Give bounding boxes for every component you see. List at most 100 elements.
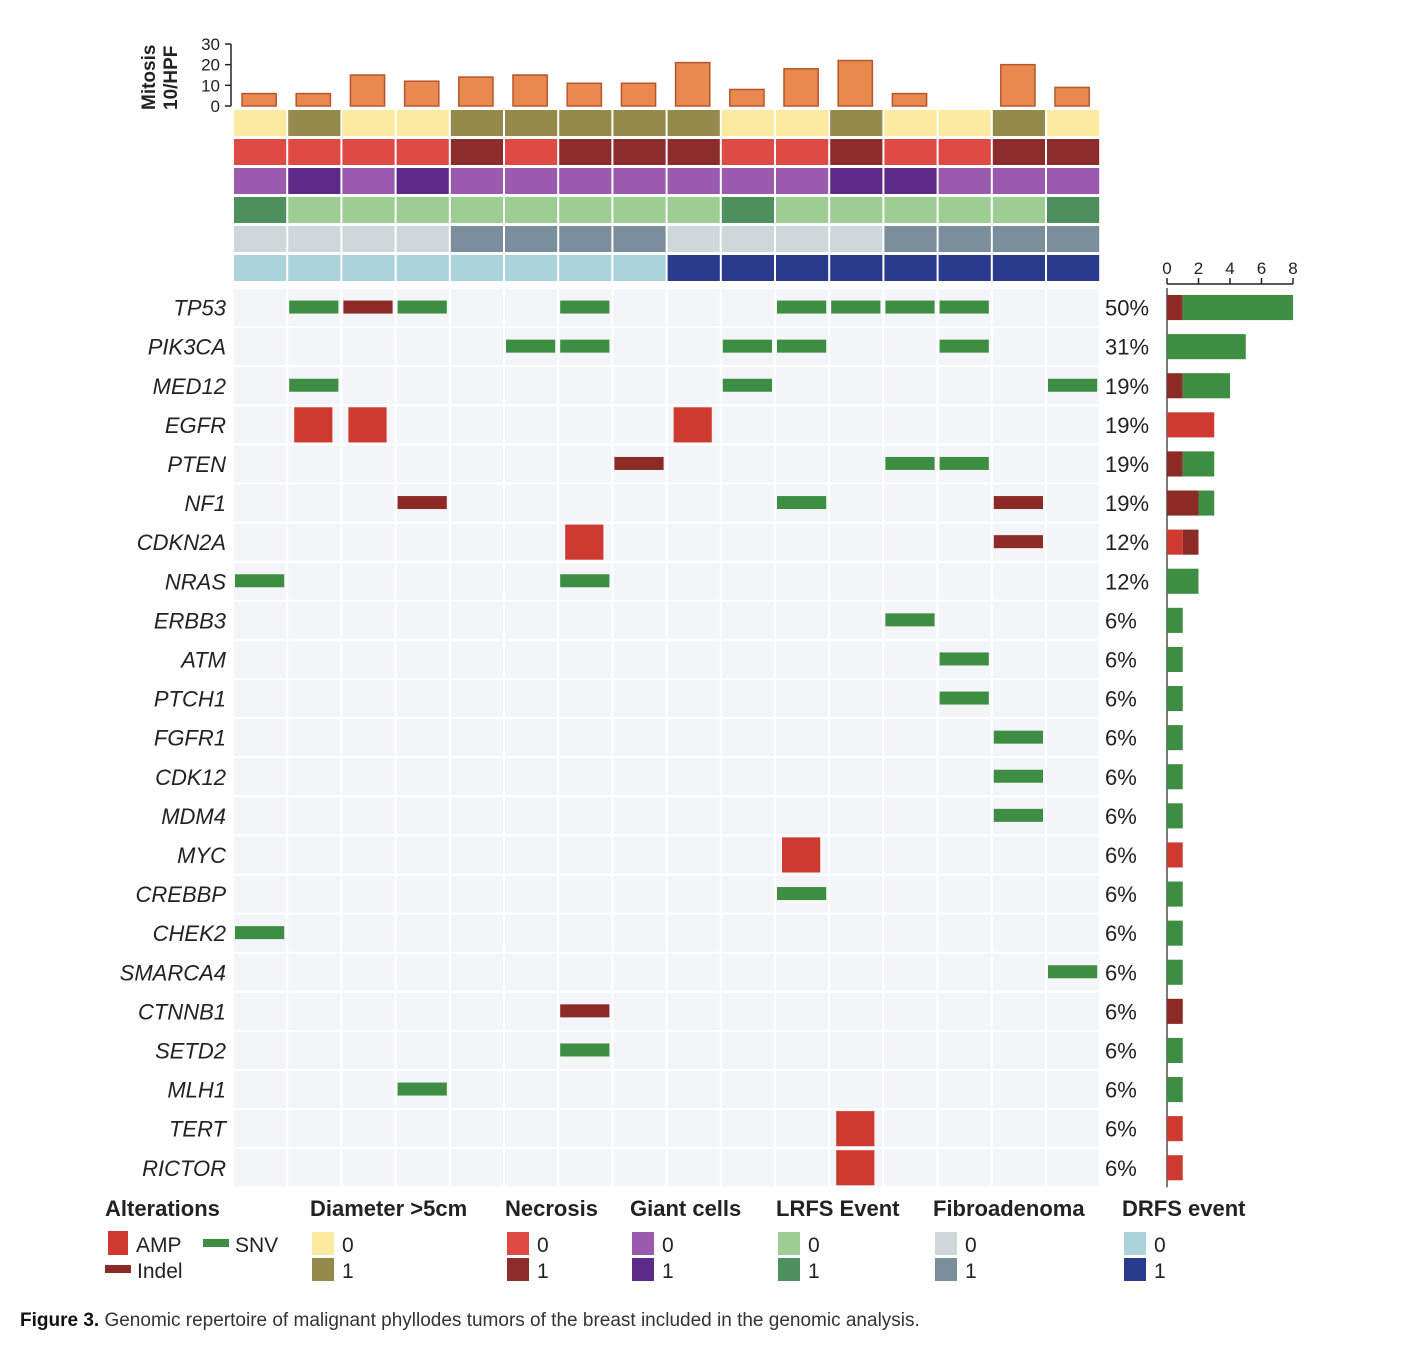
annotation-cell-fibroadenoma bbox=[234, 226, 287, 252]
grid-cell bbox=[505, 953, 558, 991]
grid-cell bbox=[396, 445, 449, 483]
mitosis-bar bbox=[729, 88, 765, 107]
annotation-cell-fibroadenoma bbox=[1047, 226, 1100, 252]
annotation-cell-lrfs bbox=[234, 197, 287, 223]
amp-mark bbox=[348, 407, 387, 443]
grid-cell bbox=[830, 797, 883, 835]
annotation-cell-diameter bbox=[721, 110, 774, 136]
gene-percentage: 6% bbox=[1105, 804, 1137, 829]
grid-cell bbox=[613, 758, 666, 796]
grid-cell bbox=[776, 758, 829, 796]
gene-percentage: 6% bbox=[1105, 960, 1137, 985]
grid-cell bbox=[667, 601, 720, 639]
grid-cell bbox=[559, 836, 612, 874]
grid-cell bbox=[938, 953, 991, 991]
grid-cell bbox=[234, 1071, 287, 1109]
grid-cell bbox=[938, 836, 991, 874]
legend-swatch-giant bbox=[632, 1232, 654, 1255]
count-bar-indel bbox=[1167, 451, 1183, 477]
grid-cell bbox=[992, 1149, 1045, 1187]
grid-cell bbox=[830, 680, 883, 718]
gene-percentage: 6% bbox=[1105, 1038, 1137, 1063]
annotation-cell-giant bbox=[776, 168, 829, 194]
grid-cell bbox=[450, 992, 503, 1030]
grid-cell bbox=[559, 601, 612, 639]
grid-cell bbox=[559, 1110, 612, 1148]
snv-mark bbox=[289, 378, 339, 392]
grid-cell bbox=[667, 992, 720, 1030]
indel-mark bbox=[993, 535, 1043, 549]
gene-label: CREBBP bbox=[136, 882, 227, 907]
annotation-cell-lrfs bbox=[1047, 197, 1100, 223]
grid-cell bbox=[1047, 914, 1100, 952]
mitosis-tick-label: 0 bbox=[211, 97, 220, 116]
grid-cell bbox=[667, 328, 720, 366]
grid-cell bbox=[450, 797, 503, 835]
caption-label: Figure 3. bbox=[20, 1310, 100, 1331]
grid-cell bbox=[559, 367, 612, 405]
grid-cell bbox=[234, 875, 287, 913]
gene-label: CDK12 bbox=[155, 765, 226, 790]
gene-percentage: 19% bbox=[1105, 491, 1149, 516]
annotation-cell-diameter bbox=[234, 110, 287, 136]
gene-percentage: 6% bbox=[1105, 1078, 1137, 1103]
legend-label-giant: 1 bbox=[662, 1260, 674, 1283]
legend-label-fibroadenoma: 0 bbox=[965, 1234, 977, 1257]
grid-cell bbox=[559, 953, 612, 991]
grid-cell bbox=[613, 1110, 666, 1148]
mitosis-bar bbox=[674, 61, 711, 107]
annotation-cell-necrosis bbox=[342, 139, 395, 165]
legend-swatch-diameter bbox=[312, 1258, 334, 1281]
grid-cell bbox=[776, 1071, 829, 1109]
grid-cell bbox=[667, 680, 720, 718]
snv-mark bbox=[506, 339, 556, 353]
annotation-cell-diameter bbox=[450, 110, 503, 136]
grid-cell bbox=[450, 1149, 503, 1187]
grid-cell bbox=[830, 1031, 883, 1069]
legend-title-giant: Giant cells bbox=[630, 1196, 741, 1221]
snv-mark bbox=[939, 339, 989, 353]
gene-percentage: 6% bbox=[1105, 608, 1137, 633]
count-bar-indel bbox=[1167, 295, 1183, 321]
annotation-cell-necrosis bbox=[776, 139, 829, 165]
legend-label-giant: 0 bbox=[662, 1234, 674, 1257]
grid-cell bbox=[776, 953, 829, 991]
annotation-cell-necrosis bbox=[1047, 139, 1100, 165]
grid-cell bbox=[884, 953, 937, 991]
grid-cell bbox=[450, 1110, 503, 1148]
grid-cell bbox=[288, 875, 341, 913]
annotation-cell-diameter bbox=[505, 110, 558, 136]
indel-mark bbox=[993, 496, 1043, 510]
annotation-cell-lrfs bbox=[884, 197, 937, 223]
grid-cell bbox=[884, 1110, 937, 1148]
grid-cell bbox=[559, 445, 612, 483]
snv-mark bbox=[993, 769, 1043, 783]
snv-mark bbox=[777, 496, 827, 510]
grid-cell bbox=[505, 484, 558, 522]
grid-cell bbox=[938, 1110, 991, 1148]
mitosis-bar bbox=[241, 92, 277, 107]
grid-cell bbox=[342, 445, 395, 483]
grid-cell bbox=[667, 1110, 720, 1148]
grid-cell bbox=[234, 797, 287, 835]
grid-cell bbox=[884, 1031, 937, 1069]
grid-cell bbox=[992, 289, 1045, 327]
grid-cell bbox=[396, 601, 449, 639]
figure-caption: Figure 3. Genomic repertoire of malignan… bbox=[20, 1310, 920, 1332]
snv-mark bbox=[560, 300, 610, 314]
gene-percentage: 6% bbox=[1105, 921, 1137, 946]
grid-cell bbox=[884, 797, 937, 835]
legend-title-necrosis: Necrosis bbox=[505, 1196, 598, 1221]
grid-cell bbox=[613, 953, 666, 991]
snv-mark bbox=[885, 613, 935, 627]
gene-label: NRAS bbox=[165, 569, 226, 594]
grid-cell bbox=[1047, 562, 1100, 600]
annotation-cell-diameter bbox=[559, 110, 612, 136]
grid-cell bbox=[884, 914, 937, 952]
grid-cell bbox=[884, 875, 937, 913]
snv-mark bbox=[722, 339, 772, 353]
grid-cell bbox=[776, 719, 829, 757]
grid-cell bbox=[342, 484, 395, 522]
grid-cell bbox=[342, 1149, 395, 1187]
